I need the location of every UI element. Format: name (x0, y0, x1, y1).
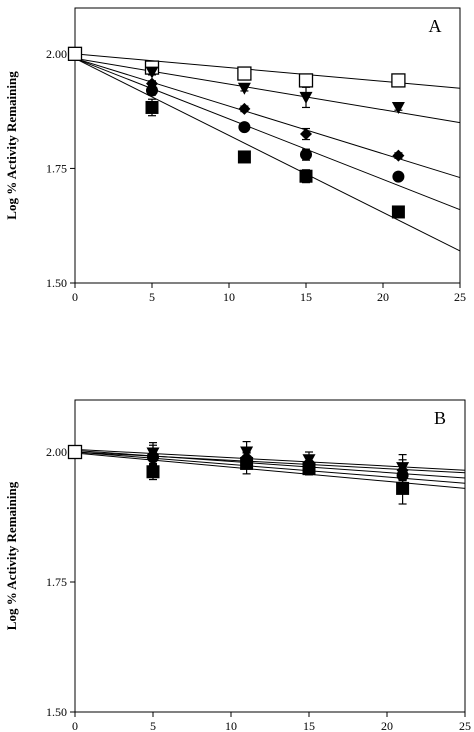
data-point-diamond (238, 102, 251, 115)
x-tick-label: 15 (303, 719, 315, 732)
y-axis-title: Log % Activity Remaining (4, 71, 19, 220)
data-point-square (240, 456, 254, 470)
data-point-square-open (67, 444, 83, 460)
y-tick-label: 2.00 (46, 445, 67, 459)
data-point-square (146, 465, 160, 479)
data-point-triangle-down (391, 101, 405, 114)
x-tick-label: 5 (150, 719, 156, 732)
data-point-square (299, 169, 313, 183)
fit-line-triangle-down (74, 57, 461, 124)
x-tick-label: 20 (377, 290, 389, 304)
series-square (146, 452, 410, 505)
x-tick-label: 15 (300, 290, 312, 304)
data-point-square-open (237, 66, 252, 81)
x-tick-label: 25 (459, 719, 471, 732)
series-square-open (67, 444, 83, 460)
y-tick-label: 1.75 (46, 161, 67, 175)
data-point-square-open (67, 46, 83, 61)
data-point-square (145, 100, 159, 114)
data-point-square (237, 150, 251, 164)
fit-line-square (74, 57, 461, 252)
y-tick-label: 1.75 (46, 575, 67, 589)
data-point-circle (147, 451, 159, 464)
data-point-diamond (392, 149, 405, 162)
y-tick-label: 1.50 (46, 705, 67, 719)
data-point-square (391, 205, 405, 219)
chart-panel-b: 0 5 10 15 20 25 1.50 1.75 2.00 Log % Activity Rem… (4, 399, 471, 732)
x-tick-label: 0 (72, 719, 78, 732)
x-tick-label: 10 (223, 290, 235, 304)
y-tick-label: 1.50 (46, 276, 67, 290)
data-point-square (396, 481, 410, 495)
x-tick-label: 20 (381, 719, 393, 732)
data-point-diamond (300, 128, 312, 141)
data-point-circle (238, 121, 251, 134)
x-tick-label: 25 (454, 290, 466, 304)
fit-line-circle (74, 57, 461, 211)
data-point-square-open (391, 73, 406, 88)
data-point-circle (392, 170, 405, 183)
series-circle (146, 84, 405, 183)
data-point-square (302, 462, 316, 476)
plot-frame (74, 7, 461, 284)
series-square-open (67, 46, 406, 88)
data-point-triangle-down (237, 82, 251, 95)
data-point-circle (146, 84, 158, 97)
panel-label: A (429, 16, 442, 36)
plot-frame (74, 399, 466, 713)
panel-label: B (434, 408, 446, 428)
x-tick-label: 5 (149, 290, 155, 304)
data-point-triangle-down (299, 91, 313, 104)
y-axis-title: Log % Activity Remaining (4, 481, 19, 630)
data-point-square-open (298, 73, 314, 88)
data-point-circle (300, 148, 312, 161)
series-triangle-down (145, 66, 405, 114)
x-tick-label: 10 (225, 719, 237, 732)
series-diamond (146, 77, 405, 162)
series-square (145, 98, 405, 219)
data-point-triangle-down (145, 66, 159, 79)
chart-panel-a: 0 5 10 15 20 25 1.50 1.75 2.00 Log % Activity Rem… (4, 7, 466, 304)
x-tick-label: 0 (72, 290, 78, 304)
y-tick-label: 2.00 (46, 47, 67, 61)
